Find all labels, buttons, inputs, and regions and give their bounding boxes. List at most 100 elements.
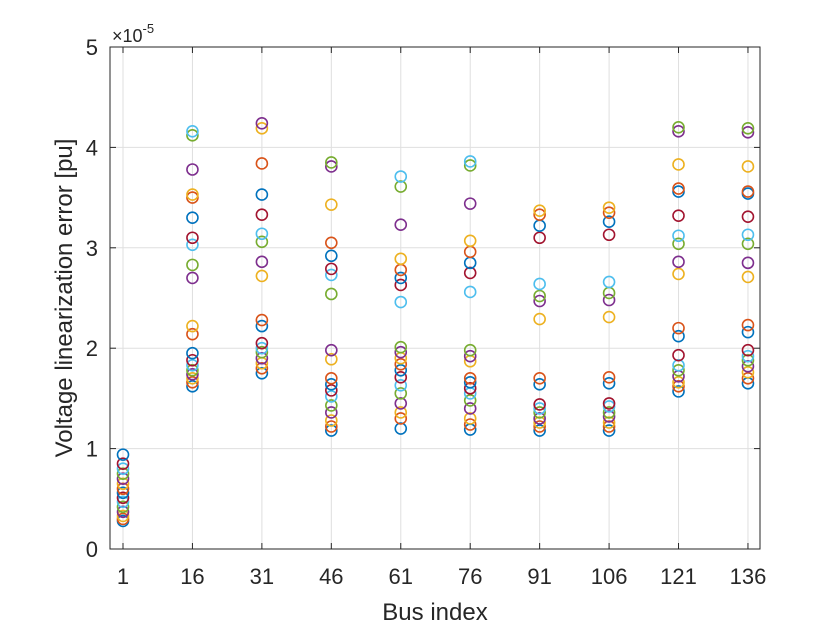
data-point [394, 363, 408, 377]
data-point [533, 294, 546, 308]
data-point [325, 160, 338, 173]
data-point [463, 372, 477, 385]
data-point [394, 252, 408, 266]
data-point [186, 188, 199, 201]
x-tick-label: 91 [527, 564, 551, 589]
data-point [602, 293, 616, 307]
x-tick-label: 16 [180, 564, 204, 589]
data-point [255, 235, 269, 249]
y-tick-label: 4 [86, 135, 98, 160]
data-point [672, 385, 685, 398]
data-point [325, 268, 338, 282]
data-point [325, 390, 338, 403]
data-point [255, 188, 269, 201]
data-point [533, 277, 546, 291]
data-point [325, 262, 338, 276]
data-point [394, 379, 408, 392]
data-point [463, 402, 477, 415]
data-point [602, 397, 616, 410]
data-point [463, 382, 477, 395]
data-point [463, 376, 477, 389]
data-point [325, 249, 338, 263]
data-point [186, 125, 199, 138]
data-point [672, 329, 685, 343]
data-point [602, 410, 616, 423]
data-point [533, 406, 546, 419]
data-point [394, 387, 408, 400]
x-tick-label: 31 [250, 564, 274, 589]
data-point [325, 343, 338, 357]
data-point [602, 406, 616, 419]
data-point [602, 206, 616, 219]
data-point [741, 237, 755, 251]
data-point [463, 349, 477, 363]
y-tick-label: 0 [86, 537, 98, 562]
data-point [325, 424, 338, 437]
data-point [672, 229, 685, 243]
data-point [741, 122, 755, 135]
data-point [186, 238, 199, 252]
data-point [463, 394, 477, 407]
data-point [602, 424, 616, 437]
data-point [672, 358, 685, 372]
data-point [672, 121, 685, 134]
data-point [186, 231, 199, 245]
data-point [325, 414, 338, 427]
data-point [463, 418, 477, 431]
data-point [602, 215, 616, 228]
y-tick-label: 2 [86, 336, 98, 361]
y-exponent-power: -5 [143, 21, 155, 36]
y-exponent-base: ×10 [112, 26, 143, 46]
data-point [533, 312, 546, 326]
data-point [533, 208, 546, 221]
data-point [463, 155, 477, 168]
data-point [602, 275, 616, 289]
y-tick-label: 5 [86, 35, 98, 60]
data-point [325, 287, 338, 301]
data-point [116, 467, 130, 481]
data-point [672, 348, 685, 362]
data-point [116, 477, 130, 491]
data-point [672, 376, 685, 389]
data-point [394, 218, 408, 232]
data-point [116, 448, 130, 461]
data-point [741, 270, 755, 284]
data-point [741, 126, 755, 139]
data-point [463, 412, 477, 425]
data-point [325, 420, 338, 433]
data-point [533, 378, 546, 391]
data-point [672, 267, 685, 281]
data-point [672, 255, 685, 269]
data-point [255, 122, 269, 135]
y-tick-label: 3 [86, 236, 98, 261]
x-axis-label: Bus index [382, 599, 487, 626]
data-point [533, 420, 546, 433]
data-point [672, 158, 685, 171]
data-point [533, 424, 546, 437]
data-point [186, 372, 199, 385]
data-point [186, 346, 199, 360]
data-point [394, 397, 408, 410]
data-point [255, 366, 269, 380]
data-point [186, 211, 199, 224]
y-exponent-label: ×10-5 [112, 21, 154, 46]
data-point [116, 482, 130, 496]
data-point [672, 380, 685, 393]
data-point [255, 319, 269, 333]
data-point [394, 271, 408, 285]
data-point [394, 412, 408, 425]
data-point [394, 406, 408, 419]
data-point [394, 345, 408, 359]
data-point [186, 353, 199, 367]
data-point [186, 319, 199, 333]
data-point [255, 269, 269, 283]
data-point [741, 160, 755, 173]
x-axis-ticks: 1 16 31 46 61 76 91 106 121 136 [117, 47, 766, 589]
data-point [741, 372, 755, 385]
y-axis-label: Voltage linearization error [pu] [51, 139, 78, 458]
data-point [394, 422, 408, 435]
y-tick-label: 1 [86, 437, 98, 462]
x-tick-label: 1 [117, 564, 129, 589]
x-tick-label: 106 [591, 564, 628, 589]
data-point [672, 321, 685, 335]
